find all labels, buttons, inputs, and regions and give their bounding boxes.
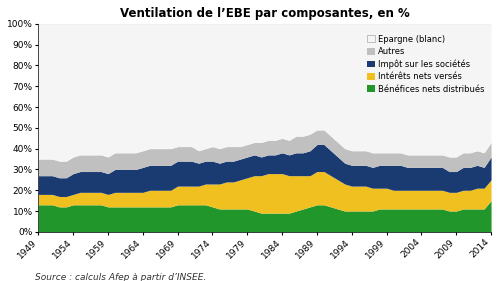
Text: Source : calculs Afep à partir d’INSEE.: Source : calculs Afep à partir d’INSEE. (35, 273, 206, 281)
Title: Ventilation de l’EBE par composantes, en %: Ventilation de l’EBE par composantes, en… (120, 7, 409, 20)
Legend: Epargne (blanc), Autres, Impôt sur les sociétés, Intérêts nets versés, Bénéfices: Epargne (blanc), Autres, Impôt sur les s… (365, 32, 487, 96)
